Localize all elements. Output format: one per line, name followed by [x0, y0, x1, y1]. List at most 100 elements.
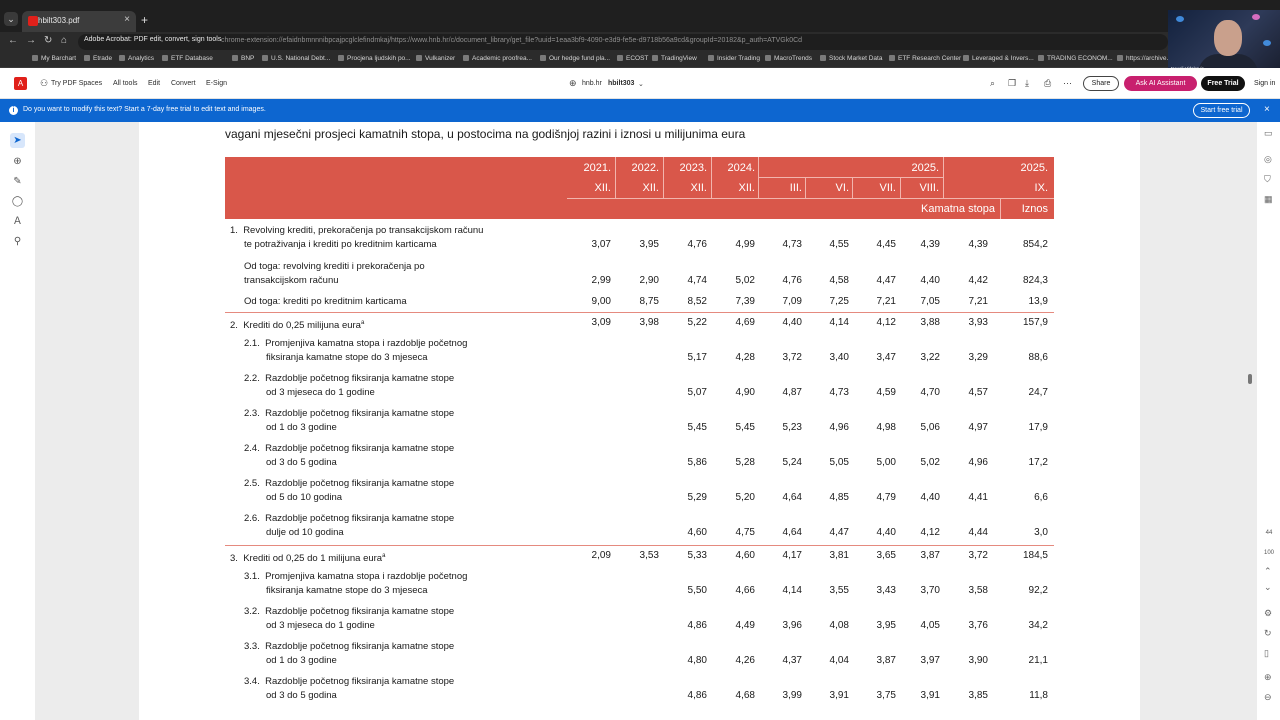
select-tool-icon[interactable]: ➤: [10, 133, 25, 148]
bookmark-item[interactable]: U.S. National Debt...: [262, 55, 330, 62]
bookmark-item[interactable]: Analytics: [119, 55, 154, 62]
acrobat-logo-icon[interactable]: A: [14, 77, 27, 90]
table-cell: 5,07: [687, 387, 707, 398]
ai-icon[interactable]: ◎: [1264, 154, 1272, 164]
table-cell: 184,5: [1022, 550, 1048, 561]
try-pdf-spaces-button[interactable]: Try PDF Spaces: [51, 80, 103, 87]
row-label-line: od 1 do 3 godine: [266, 655, 337, 666]
acrobat-toolbar: A ⚇ Try PDF Spaces All tools Edit Conver…: [0, 68, 1280, 99]
table-cell: 3,95: [639, 239, 659, 250]
bookmark-item[interactable]: Etrade: [84, 55, 112, 62]
zoom-out-icon[interactable]: ⊖: [1264, 692, 1272, 702]
bookmark-item[interactable]: TradingView: [652, 55, 697, 62]
stamp-tool-icon[interactable]: ⚲: [13, 236, 22, 247]
bookmark-item[interactable]: Our hedge fund pla...: [540, 55, 610, 62]
table-cell: 5,23: [782, 422, 802, 433]
start-free-trial-button[interactable]: Start free trial: [1193, 103, 1250, 118]
section-divider: [225, 545, 1054, 546]
header-divider: [615, 157, 616, 198]
table-cell: 4,12: [876, 317, 896, 328]
forward-icon[interactable]: →: [26, 35, 36, 46]
globe-icon: ⊕: [569, 78, 577, 88]
ask-ai-assistant-button[interactable]: Ask AI Assistant: [1124, 76, 1197, 91]
menu-convert[interactable]: Convert: [171, 80, 196, 87]
month-header: III.: [789, 182, 802, 194]
menu-all-tools[interactable]: All tools: [113, 80, 138, 87]
bookmark-item[interactable]: TRADING ECONOM...: [1038, 55, 1113, 62]
bookmark-item[interactable]: Insider Trading: [708, 55, 760, 62]
url-text[interactable]: chrome-extension://efaidnbmnnnibpcajpcgl…: [221, 37, 803, 44]
table-cell: 5,06: [920, 422, 940, 433]
refresh-icon[interactable]: ↻: [1264, 628, 1272, 638]
back-icon[interactable]: ←: [8, 35, 18, 46]
row-label-line: 3.4. Razdoblje početnog fiksiranja kamat…: [244, 676, 455, 687]
new-tab-button[interactable]: +: [141, 13, 149, 27]
bookmark-item[interactable]: Academic proofrea...: [463, 55, 532, 62]
chevron-down-icon[interactable]: ⌄: [638, 81, 644, 88]
table-cell: 3,98: [639, 317, 659, 328]
thumbnails-icon[interactable]: ▦: [1264, 194, 1273, 204]
banner-close-icon[interactable]: ×: [1264, 104, 1270, 115]
reload-icon[interactable]: ↻: [44, 35, 53, 46]
bookmark-item[interactable]: ETF Database: [162, 55, 213, 62]
bookmark-item[interactable]: ECOST: [617, 55, 648, 62]
table-cell: 5,28: [735, 457, 755, 468]
bookmark-item[interactable]: https://archive...: [1117, 55, 1172, 62]
bookmark-item[interactable]: BNP: [232, 55, 254, 62]
menu-edit[interactable]: Edit: [148, 80, 161, 87]
home-icon[interactable]: ⌂: [61, 35, 68, 46]
search-icon[interactable]: ⌕: [990, 78, 996, 88]
bookmark-item[interactable]: Procjena ljudskih po...: [338, 55, 411, 62]
bookmark-item[interactable]: My Barchart: [32, 55, 76, 62]
browser-tab[interactable]: hbilt303.pdf ×: [22, 11, 136, 32]
page-view-icon[interactable]: ❐: [1008, 78, 1017, 88]
scrollbar-thumb[interactable]: [1248, 374, 1252, 384]
tab-search-button[interactable]: ⌄: [4, 12, 18, 26]
chevron-up-icon[interactable]: ⌃: [1264, 566, 1272, 576]
table-cell: 8,75: [639, 296, 659, 307]
year-header: 2023.: [679, 162, 707, 174]
page-number[interactable]: 44: [1265, 530, 1273, 536]
table-cell: 4,05: [920, 620, 940, 631]
table-cell: 4,49: [735, 620, 755, 631]
bookmark-item[interactable]: Stock Market Data: [820, 55, 882, 62]
more-options-icon[interactable]: ⋯: [1063, 78, 1072, 88]
bookmark-item[interactable]: Vulkanizer: [416, 55, 455, 62]
month-header: XII.: [642, 182, 659, 194]
menu-e-sign[interactable]: E-Sign: [206, 80, 228, 87]
table-cell: 5,02: [735, 275, 755, 286]
row-label-line: od 1 do 3 godine: [266, 422, 337, 433]
bookmark-item[interactable]: ETF Research Center: [889, 55, 961, 62]
zoom-in-icon[interactable]: ⊕: [1264, 672, 1272, 682]
table-cell: 4,28: [735, 352, 755, 363]
comments-icon[interactable]: ▭: [1264, 128, 1273, 138]
row-label: 3.4. Razdoblje početnog fiksiranja kamat…: [244, 675, 454, 703]
zoom-tool-icon[interactable]: ⊕: [13, 156, 22, 167]
settings-icon[interactable]: ⚙: [1264, 608, 1273, 618]
tab-close-icon[interactable]: ×: [124, 14, 130, 25]
bookmark-icon[interactable]: ⛉: [1264, 174, 1271, 184]
bookmark-item[interactable]: Leveraged & Invers...: [963, 55, 1034, 62]
row-label-line: 2.2. Razdoblje početnog fiksiranja kamat…: [244, 373, 455, 384]
doc-host: hnb.hr: [582, 80, 602, 87]
bookmark-item[interactable]: MacroTrends: [765, 55, 812, 62]
save-icon[interactable]: ⤓: [1025, 78, 1029, 88]
zoom-level[interactable]: 100: [1263, 550, 1274, 556]
table-cell: 3,90: [968, 655, 988, 666]
table-cell: 3,22: [920, 352, 940, 363]
row-label-line: te potraživanja i krediti po kreditnim k…: [244, 239, 437, 250]
document-icon[interactable]: ▯: [1264, 648, 1269, 658]
share-button[interactable]: Share: [1083, 76, 1119, 91]
text-select-icon[interactable]: Ａ: [12, 216, 23, 227]
chevron-down-icon[interactable]: ⌄: [1264, 582, 1272, 592]
sign-in-link[interactable]: Sign in: [1254, 80, 1276, 87]
extension-chip[interactable]: Adobe Acrobat: PDF edit, convert, sign t…: [84, 36, 222, 43]
omnibox[interactable]: Adobe Acrobat: PDF edit, convert, sign t…: [78, 34, 1168, 50]
lasso-tool-icon[interactable]: ◯: [11, 196, 24, 207]
table-cell: 3,40: [829, 352, 849, 363]
month-header: VII.: [879, 182, 896, 194]
doc-name[interactable]: hbilt303: [608, 80, 635, 87]
print-icon[interactable]: ⎙: [1044, 78, 1052, 88]
free-trial-button[interactable]: Free Trial: [1201, 76, 1245, 91]
pen-tool-icon[interactable]: ✎: [13, 176, 22, 187]
